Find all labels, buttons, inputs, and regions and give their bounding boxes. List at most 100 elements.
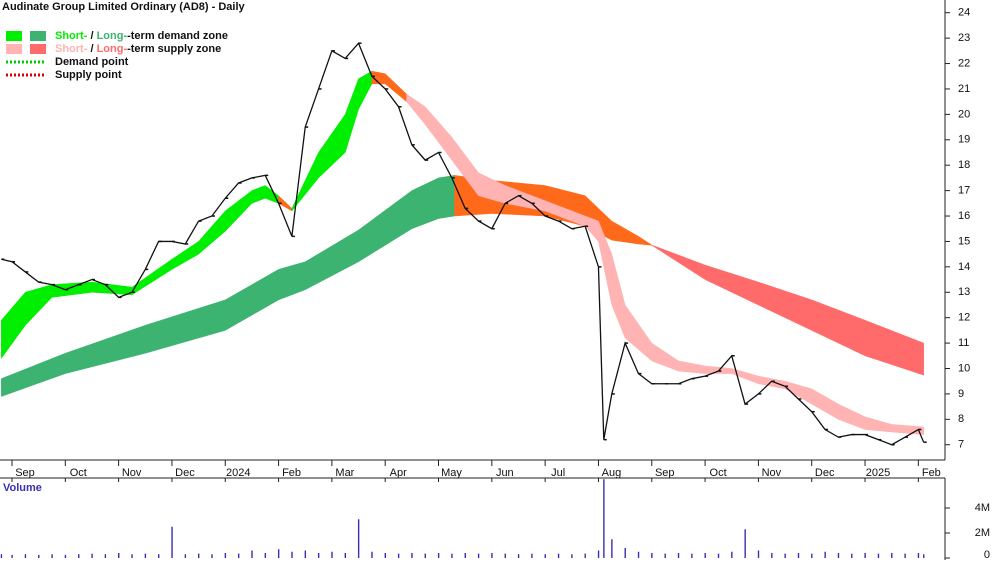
x-tick-label: 2024 bbox=[226, 467, 250, 479]
volume-bar bbox=[424, 553, 426, 558]
y-tick-label: 15 bbox=[958, 235, 970, 247]
zones bbox=[1, 70, 924, 435]
volume-bar bbox=[384, 553, 386, 558]
volume-bar bbox=[437, 553, 440, 558]
volume-bar bbox=[411, 553, 413, 558]
volume-bar bbox=[851, 553, 853, 558]
legend-label: Supply point bbox=[55, 69, 122, 81]
volume-bar bbox=[51, 554, 53, 558]
x-tick-label: Dec bbox=[175, 467, 195, 479]
volume-bar bbox=[24, 554, 27, 558]
x-tick-label: Mar bbox=[335, 467, 354, 479]
x-tick-label: 2025 bbox=[866, 467, 890, 479]
y-tick-label: 12 bbox=[958, 312, 970, 324]
legend-swatch bbox=[6, 44, 22, 54]
y-tick-label: 8 bbox=[958, 413, 964, 425]
volume-bar bbox=[11, 554, 13, 558]
volume-tick-label: 0 bbox=[984, 549, 990, 561]
x-tick-label: Jul bbox=[551, 467, 565, 479]
volume-bar bbox=[891, 553, 893, 558]
volume-bar bbox=[464, 553, 466, 558]
volume-bar bbox=[603, 479, 605, 558]
volume-bar bbox=[504, 553, 506, 558]
volume-bar bbox=[251, 550, 253, 558]
y-tick-label: 16 bbox=[958, 210, 970, 222]
x-tick-label: Feb bbox=[282, 467, 301, 479]
volume-bar bbox=[531, 553, 533, 558]
legend-swatch bbox=[30, 44, 46, 54]
volume-bar bbox=[91, 553, 93, 558]
volume-bar bbox=[771, 553, 773, 558]
y-tick-label: 10 bbox=[958, 362, 970, 374]
x-tick-label: Feb bbox=[922, 467, 941, 479]
x-tick-label: Oct bbox=[710, 467, 727, 479]
volume-bar bbox=[584, 553, 586, 558]
volume-bar bbox=[158, 554, 160, 558]
volume-bar bbox=[331, 551, 333, 558]
volume-bar bbox=[677, 553, 680, 558]
volume-bar bbox=[264, 553, 267, 558]
volume-bar bbox=[197, 553, 200, 558]
volume-bar bbox=[904, 553, 906, 558]
volume-bar bbox=[64, 554, 67, 558]
legend-part: Short- bbox=[55, 43, 88, 55]
volume-bar bbox=[0, 554, 3, 558]
x-tick-label: Sep bbox=[15, 467, 35, 479]
y-tick-label: 19 bbox=[958, 134, 970, 146]
x-tick-label: Apr bbox=[390, 467, 407, 479]
volume-bar bbox=[171, 526, 173, 558]
x-tick-label: Jun bbox=[496, 467, 514, 479]
volume-bar bbox=[704, 553, 706, 558]
volume-tick-label: 2M bbox=[975, 527, 990, 539]
price-line bbox=[1, 41, 925, 446]
x-tick-label: May bbox=[441, 467, 462, 479]
volume-bar bbox=[131, 554, 133, 558]
volume-tick-label: 4M bbox=[975, 502, 990, 514]
volume-bar bbox=[797, 553, 800, 558]
volume-bar bbox=[811, 553, 813, 558]
volume-bar bbox=[78, 554, 80, 558]
legend-label: Short- / Long--term demand zone bbox=[55, 30, 228, 42]
volume-bar bbox=[371, 551, 373, 558]
y-tick-label: 23 bbox=[958, 32, 970, 44]
x-tick-label: Nov bbox=[762, 467, 782, 479]
volume-bar bbox=[211, 554, 213, 558]
x-tick-label: Dec bbox=[815, 467, 835, 479]
volume-bar bbox=[304, 550, 307, 558]
x-tick-label: Oct bbox=[70, 467, 87, 479]
volume-bar bbox=[118, 553, 120, 558]
y-tick-label: 14 bbox=[958, 261, 970, 273]
volume-bar bbox=[571, 554, 573, 558]
volume-bar bbox=[491, 553, 493, 558]
y-tick-label: 13 bbox=[958, 286, 970, 298]
volume-bar bbox=[557, 553, 560, 558]
volume-bar bbox=[317, 553, 320, 558]
y-tick-label: 22 bbox=[958, 57, 970, 69]
volume-bar bbox=[784, 553, 786, 558]
y-tick-label: 20 bbox=[958, 108, 970, 120]
volume-bar bbox=[744, 529, 746, 558]
volume-bar bbox=[517, 554, 520, 558]
legend-part: Long- bbox=[97, 30, 128, 42]
volume-bar bbox=[451, 553, 453, 558]
y-tick-label: 7 bbox=[958, 439, 964, 451]
legend-label: Demand point bbox=[55, 56, 129, 68]
volume-bar bbox=[38, 554, 40, 558]
volume-bar bbox=[104, 554, 107, 558]
volume-bar bbox=[651, 553, 653, 558]
volume-bar bbox=[611, 539, 613, 558]
volume-bar bbox=[277, 549, 280, 558]
volume-bar bbox=[237, 553, 240, 558]
x-tick-label: Sep bbox=[655, 467, 675, 479]
volume-bar bbox=[544, 554, 546, 558]
volume-bar bbox=[357, 519, 360, 558]
volume-bar bbox=[691, 553, 693, 558]
legend-label: Short- / Long--term supply zone bbox=[55, 43, 221, 55]
volume-bar bbox=[864, 553, 866, 558]
volume-bar bbox=[344, 553, 347, 558]
y-tick-label: 9 bbox=[958, 388, 964, 400]
legend-part: -term demand zone bbox=[127, 30, 228, 42]
marks bbox=[1, 41, 927, 446]
